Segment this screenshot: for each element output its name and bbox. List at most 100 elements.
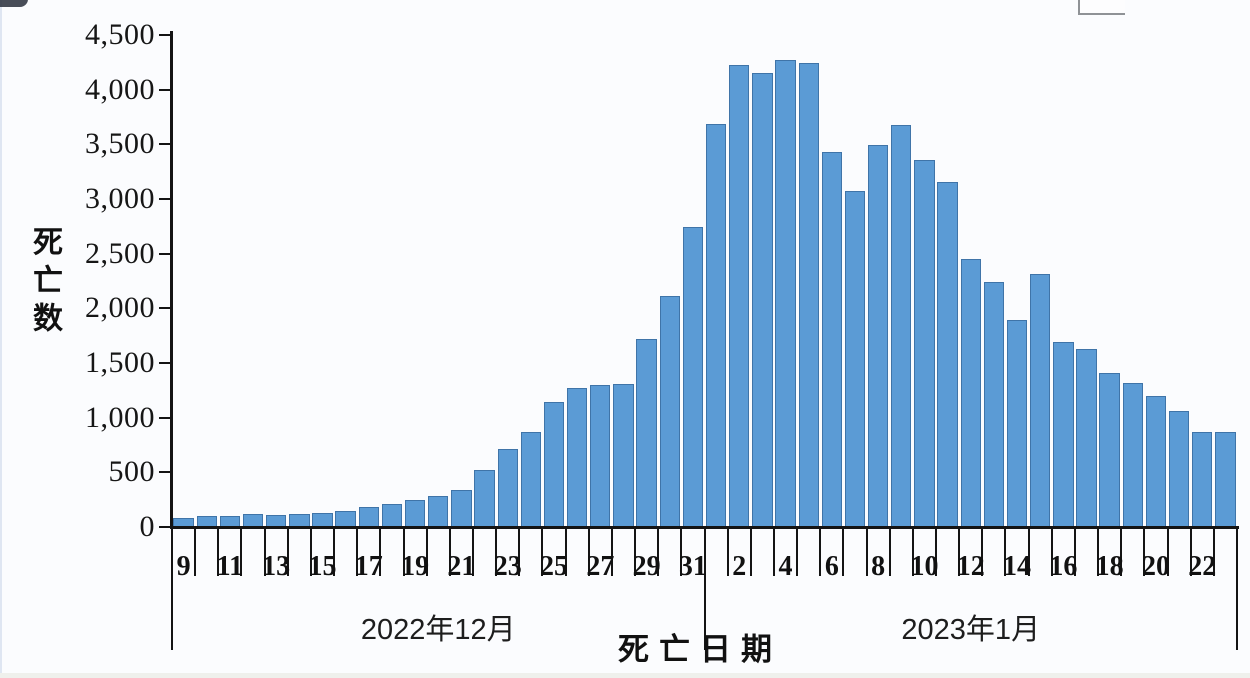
- x-tick-mark: [888, 529, 891, 576]
- y-tick-label: 2,000: [85, 291, 155, 325]
- x-day-label: 29: [632, 551, 661, 582]
- x-day-label: 22: [1188, 551, 1217, 582]
- x-tick-mark: [1166, 529, 1169, 576]
- bar: [914, 159, 935, 527]
- bar: [659, 296, 680, 527]
- bar: [636, 338, 657, 527]
- bar: [682, 227, 704, 527]
- bar: [358, 506, 379, 527]
- x-day-label: 16: [1049, 551, 1078, 582]
- x-tick-mark: [240, 529, 243, 576]
- x-day-label: 10: [910, 551, 939, 582]
- x-day-label: 11: [216, 551, 244, 582]
- x-tick-mark: [935, 529, 938, 576]
- bar: [1030, 274, 1051, 527]
- bar: [891, 124, 912, 527]
- x-tick-mark: [1073, 529, 1076, 576]
- bar: [451, 489, 472, 527]
- x-tick-mark: [471, 529, 474, 576]
- x-tick-mark: [425, 529, 428, 576]
- y-tick-mark: [159, 198, 171, 200]
- x-day-label: 18: [1095, 551, 1124, 582]
- x-tick-mark: [1189, 529, 1192, 576]
- x-tick-mark: [518, 529, 521, 576]
- bar: [775, 60, 796, 527]
- y-tick-label: 3,500: [85, 127, 155, 161]
- bar: [1122, 382, 1143, 527]
- x-tick-mark: [610, 529, 613, 576]
- y-tick-mark: [159, 143, 171, 146]
- bar: [752, 73, 773, 527]
- x-tick-mark: [1097, 529, 1100, 576]
- x-tick-mark: [726, 529, 729, 576]
- x-tick-mark: [286, 529, 289, 576]
- y-tick-label: 0: [139, 510, 155, 543]
- bar: [983, 282, 1005, 527]
- x-tick-mark: [796, 529, 799, 576]
- x-day-label: 4: [778, 551, 793, 582]
- bar: [1192, 431, 1213, 527]
- bar: [590, 384, 611, 527]
- x-tick-mark: [1027, 529, 1030, 576]
- left-edge-strip: [0, 0, 2, 678]
- x-tick-mark: [958, 529, 961, 576]
- bar: [312, 513, 333, 527]
- x-tick-mark: [587, 529, 590, 576]
- x-tick-mark: [1050, 529, 1053, 576]
- bar: [381, 504, 403, 527]
- y-tick-label: 1,500: [85, 346, 155, 379]
- bar: [428, 495, 449, 527]
- bar: [798, 63, 819, 527]
- corner-smudge: [0, 0, 28, 7]
- x-day-label: 23: [493, 551, 522, 582]
- x-day-label: 14: [1003, 551, 1032, 582]
- x-tick-mark: [356, 529, 359, 576]
- x-day-label: 15: [308, 551, 337, 582]
- month-separator: [703, 529, 706, 650]
- x-tick-mark: [1143, 529, 1146, 576]
- x-tick-mark: [379, 529, 382, 576]
- bar: [335, 510, 356, 527]
- bar: [1006, 320, 1028, 527]
- x-day-label: 6: [824, 551, 839, 582]
- y-tick-mark: [159, 34, 171, 36]
- y-tick-label: 3,000: [85, 182, 155, 215]
- x-day-label: 19: [401, 551, 430, 582]
- x-day-label: 9: [176, 551, 191, 582]
- bar: [1099, 372, 1120, 527]
- bar: [1053, 342, 1074, 527]
- x-day-label: 31: [678, 551, 707, 582]
- y-tick-label: 2,500: [85, 236, 155, 270]
- bar: [821, 151, 842, 527]
- x-tick-mark: [865, 529, 868, 576]
- y-tick-label: 1,000: [85, 400, 155, 434]
- x-day-label: 27: [586, 551, 615, 582]
- y-tick-mark: [159, 471, 171, 474]
- x-day-label: 17: [354, 551, 383, 582]
- bar: [705, 123, 727, 527]
- x-tick-mark: [194, 529, 197, 576]
- x-day-label: 20: [1141, 551, 1170, 582]
- x-tick-mark: [217, 529, 220, 576]
- x-axis-title: 死亡日期: [618, 632, 782, 667]
- x-day-label: 21: [447, 551, 476, 582]
- bar: [613, 383, 634, 527]
- y-tick-label: 500: [108, 455, 155, 489]
- bar: [729, 65, 750, 527]
- x-day-label: 25: [540, 551, 568, 582]
- x-tick-mark: [657, 529, 660, 576]
- month-label: 2022年12月: [360, 614, 516, 646]
- x-tick-mark: [749, 529, 752, 576]
- bar: [1215, 431, 1236, 527]
- x-tick-mark: [564, 529, 567, 576]
- y-tick-mark: [159, 252, 171, 255]
- x-day-label: 13: [262, 551, 291, 582]
- x-tick-mark: [680, 529, 683, 576]
- bar: [497, 449, 518, 527]
- bar: [404, 499, 426, 527]
- bar: [844, 191, 866, 527]
- bottom-edge-strip: [0, 673, 1250, 678]
- x-tick-mark: [1120, 529, 1123, 576]
- x-tick-mark: [911, 529, 914, 576]
